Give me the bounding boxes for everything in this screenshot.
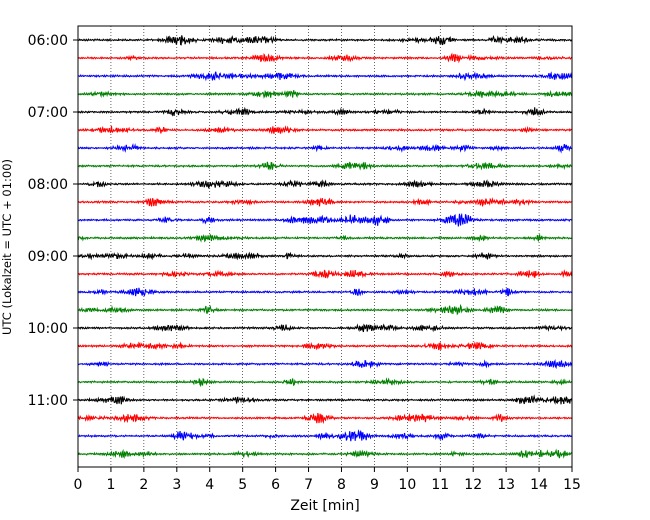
y-axis-label: UTC (Lokalzeit = UTC + 01:00) [0,159,14,335]
seismic-trace [78,361,572,368]
plot-frame [78,26,572,467]
x-tick-label: 8 [337,477,346,493]
seismic-trace [78,306,572,314]
seismic-trace [78,288,572,296]
x-tick-label: 7 [304,477,313,493]
x-tick-label: 10 [398,477,416,493]
seismic-trace [78,342,572,350]
seismic-trace [78,396,572,404]
y-tick-label: 08:00 [28,177,68,193]
x-tick-label: 12 [464,477,482,493]
seismic-trace [78,214,572,227]
x-tick-label: 2 [139,477,148,493]
seismic-trace [78,181,572,188]
seismic-trace [78,107,572,116]
x-tick-label: 0 [74,477,83,493]
y-tick-label: 11:00 [28,393,68,409]
y-tick-label: 06:00 [28,33,68,49]
x-tick-label: 14 [530,477,548,493]
seismic-trace [78,162,572,170]
seismic-trace [78,35,572,45]
x-tick-label: 6 [271,477,280,493]
seismic-trace [78,378,572,385]
seismic-trace [78,270,572,278]
seismic-trace [78,253,572,260]
x-tick-label: 1 [106,477,115,493]
seismic-trace [78,144,572,151]
x-tick-label: 4 [205,477,214,493]
seismic-trace [78,72,572,81]
x-tick-label: 11 [431,477,449,493]
seismic-trace [78,235,572,241]
seismic-trace [78,198,572,206]
y-axis-ticks: 06:00 07:00 08:00 09:00 10:00 11:00 [28,33,78,409]
seismic-trace [78,431,572,441]
seismic-trace [78,126,572,134]
y-tick-label: 10:00 [28,321,68,337]
seismic-trace [78,54,572,61]
x-axis-ticks: 0 1 2 3 4 5 6 7 8 9 10 11 12 13 14 15 [74,467,581,493]
y-tick-label: 09:00 [28,249,68,265]
seismic-trace [78,90,572,98]
seismic-traces [78,35,572,458]
x-axis-label: Zeit [min] [290,498,359,514]
x-tick-label: 13 [497,477,515,493]
y-tick-label: 07:00 [28,105,68,121]
x-tick-label: 3 [172,477,181,493]
seismic-trace [78,413,572,423]
x-tick-label: 15 [563,477,581,493]
seismic-trace [78,325,572,332]
x-tick-label: 5 [238,477,247,493]
x-tick-label: 9 [370,477,379,493]
seismic-trace [78,450,572,458]
